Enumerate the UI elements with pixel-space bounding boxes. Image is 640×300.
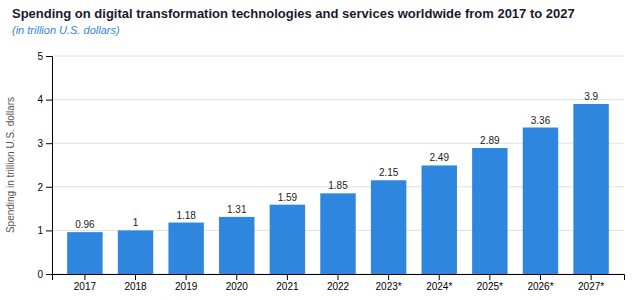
bar xyxy=(472,148,507,274)
x-tick-label: 2024* xyxy=(426,281,452,292)
bar xyxy=(371,180,406,274)
plot-area: 2017 2018 2019 2020 2021 2022 2023* 2024* 2025* 2… xyxy=(37,51,624,292)
y-tick: 2 xyxy=(37,182,52,193)
x-tick: 2017 xyxy=(74,274,97,292)
data-label: 1.85 xyxy=(328,180,348,191)
bar xyxy=(219,217,254,274)
x-tick-label: 2020 xyxy=(226,281,249,292)
x-tick-label: 2019 xyxy=(175,281,198,292)
y-tick-label: 3 xyxy=(37,138,43,149)
x-tick-label: 2025* xyxy=(477,281,503,292)
x-tick: 2023* xyxy=(376,274,402,292)
data-label: 3.9 xyxy=(584,91,598,102)
x-tick: 2025* xyxy=(477,274,503,292)
bars xyxy=(67,104,609,274)
x-tick-mark xyxy=(591,274,592,280)
bar xyxy=(523,128,558,274)
y-axis-line xyxy=(46,57,53,275)
data-label: 2.49 xyxy=(430,152,450,163)
y-tick-mark xyxy=(46,274,52,275)
y-tick-label: 4 xyxy=(37,94,43,105)
bar xyxy=(422,165,457,274)
y-tick-mark xyxy=(46,143,52,144)
subtitle: (in trillion U.S. dollars) xyxy=(12,24,120,36)
data-label: 1.31 xyxy=(227,204,247,215)
x-tick-mark xyxy=(84,274,85,280)
x-tick: 2020 xyxy=(226,274,249,292)
x-tick: 2019 xyxy=(175,274,198,292)
y-tick-label: 2 xyxy=(37,182,43,193)
x-tick: 2018 xyxy=(124,274,147,292)
data-label: 1.59 xyxy=(278,192,298,203)
y-tick: 4 xyxy=(37,94,52,105)
x-tick-label: 2018 xyxy=(124,281,147,292)
grid xyxy=(52,56,624,274)
data-labels: 0.96 1 1.18 1.31 1.59 1.85 2.15 2.49 2.89 3.36 3.9 xyxy=(75,91,598,230)
y-tick: 1 xyxy=(37,225,52,236)
x-tick: 2026* xyxy=(527,274,553,292)
x-tick-mark xyxy=(388,274,389,280)
x-tick: 2021 xyxy=(276,274,299,292)
data-label: 3.36 xyxy=(531,115,551,126)
x-tick-label: 2017 xyxy=(74,281,97,292)
bar xyxy=(168,223,203,274)
x-tick-mark xyxy=(135,274,136,280)
data-label: 0.96 xyxy=(75,219,95,230)
y-tick-mark xyxy=(46,187,52,188)
bar xyxy=(67,232,102,274)
x-tick-label: 2027* xyxy=(578,281,604,292)
y-tick-label: 5 xyxy=(37,51,43,62)
x-tick: 2027* xyxy=(578,274,604,292)
y-axis-title: Spending in trillion U.S. dollars xyxy=(5,97,16,233)
x-tick-label: 2021 xyxy=(276,281,299,292)
chart-container: Spending on digital transformation techn… xyxy=(0,0,640,300)
bar xyxy=(270,205,305,274)
data-label: 2.89 xyxy=(480,135,500,146)
y-tick: 5 xyxy=(37,51,52,62)
x-axis: 2017 2018 2019 2020 2021 2022 2023* 2024* 2025* 2… xyxy=(53,274,625,292)
chart-svg: Spending on digital transformation techn… xyxy=(0,0,640,300)
y-tick-label: 1 xyxy=(37,225,43,236)
y-tick-mark xyxy=(46,56,52,57)
y-tick-mark xyxy=(46,100,52,101)
x-tick-label: 2022 xyxy=(327,281,350,292)
bar xyxy=(118,230,153,274)
x-tick-mark xyxy=(287,274,288,280)
y-tick: 3 xyxy=(37,138,52,149)
x-tick: 2024* xyxy=(426,274,452,292)
x-tick-mark xyxy=(540,274,541,280)
data-label: 1 xyxy=(133,217,139,228)
grid-line xyxy=(52,56,624,57)
data-label: 1.18 xyxy=(176,210,196,221)
bar xyxy=(320,193,355,274)
x-tick-mark xyxy=(338,274,339,280)
y-axis: 0 1 2 3 4 5 xyxy=(37,51,52,280)
title-line: Spending on digital transformation techn… xyxy=(12,6,575,21)
x-tick-mark xyxy=(186,274,187,280)
x-tick-label: 2023* xyxy=(376,281,402,292)
grid-line xyxy=(52,99,624,100)
y-tick: 0 xyxy=(37,269,52,280)
x-tick: 2022 xyxy=(327,274,350,292)
y-tick-label: 0 xyxy=(37,269,43,280)
data-label: 2.15 xyxy=(379,167,399,178)
x-tick-label: 2026* xyxy=(527,281,553,292)
y-tick-mark xyxy=(46,230,52,231)
x-tick-mark xyxy=(489,274,490,280)
x-tick-mark xyxy=(439,274,440,280)
bar xyxy=(573,104,608,274)
title: Spending on digital transformation techn… xyxy=(12,6,575,21)
x-axis-line xyxy=(53,275,625,281)
x-tick-mark xyxy=(236,274,237,280)
